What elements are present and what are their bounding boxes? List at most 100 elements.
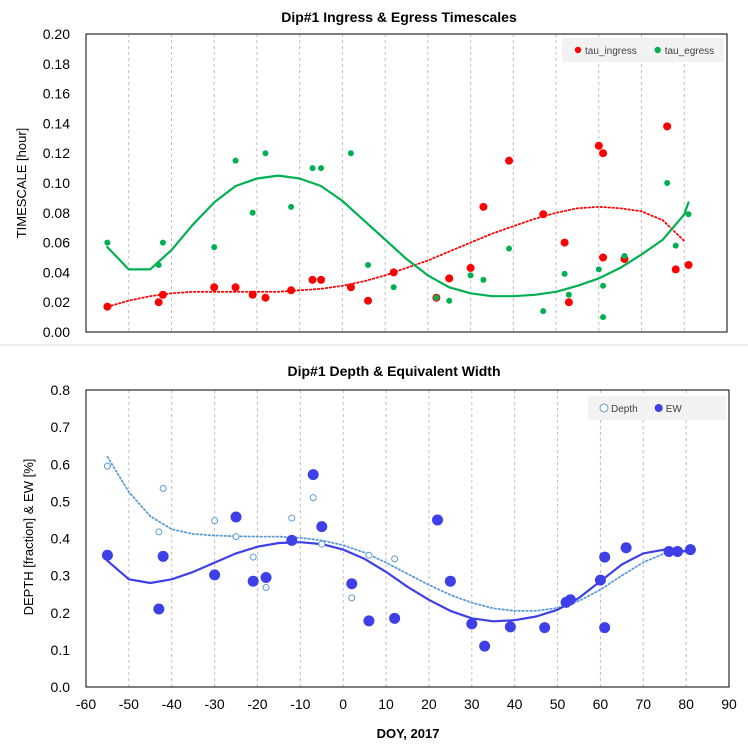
point-EW xyxy=(599,551,611,563)
legend: Depth EW xyxy=(588,396,726,420)
trendline-Depth xyxy=(106,455,687,612)
y-tick-label: 0.12 xyxy=(43,145,70,161)
x-axis-label: DOY, 2017 xyxy=(377,726,440,741)
y-tick-label: 0.04 xyxy=(43,264,70,280)
y-tick-label: 0.18 xyxy=(43,56,70,72)
y-tick-label: 0.5 xyxy=(51,493,71,509)
point-tau_egress xyxy=(565,291,572,298)
point-EW xyxy=(247,575,259,587)
y-tick-label: 0.3 xyxy=(51,568,71,584)
point-tau_ingress xyxy=(599,149,608,158)
point-tau_ingress xyxy=(389,268,398,277)
point-Depth xyxy=(288,514,296,522)
point-tau_ingress xyxy=(308,275,317,284)
legend-marker-tau_egress xyxy=(654,46,661,54)
point-Depth xyxy=(365,551,373,559)
trendline-tau_egress xyxy=(106,174,690,298)
point-EW xyxy=(684,544,696,556)
tick-labels: 0.0 0.1 0.2 0.3 0.4 0.5 0.6 0.7 0.8 -60 -50 -40 -30 -… xyxy=(51,382,737,712)
point-tau_egress xyxy=(318,165,325,172)
y-axis-label: DEPTH [fraction] & EW [%] xyxy=(21,459,36,616)
point-tau_egress xyxy=(211,244,218,251)
y-tick-label: 0.4 xyxy=(51,531,71,547)
y-axis-label: TIMESCALE [hour] xyxy=(14,128,29,239)
point-tau_egress xyxy=(664,180,671,186)
point-Depth xyxy=(159,484,167,492)
point-tau_ingress xyxy=(539,210,548,219)
chart-title: Dip#1 Depth & Equivalent Width xyxy=(288,363,501,379)
y-tick-label: 0.10 xyxy=(43,175,70,191)
point-tau_ingress xyxy=(261,293,270,302)
x-tick-label: -10 xyxy=(290,696,310,712)
point-tau_egress xyxy=(446,297,453,304)
point-tau_ingress xyxy=(103,302,112,311)
point-tau_egress xyxy=(262,150,269,157)
tick-labels: 0.00 0.02 0.04 0.06 0.08 0.10 0.12 0.14 0.16 0.18… xyxy=(43,26,70,340)
point-Depth xyxy=(391,555,399,563)
point-Depth xyxy=(309,494,317,502)
point-EW xyxy=(599,622,611,634)
point-EW xyxy=(307,469,319,481)
point-tau_egress xyxy=(365,261,372,268)
point-tau_ingress xyxy=(684,260,693,269)
point-Depth xyxy=(155,528,163,536)
point-tau_egress xyxy=(600,314,607,321)
point-tau_egress xyxy=(600,282,607,289)
point-tau_egress xyxy=(232,157,239,164)
y-tick-label: 0.08 xyxy=(43,205,70,221)
point-tau_egress xyxy=(540,308,547,315)
y-tick-label: 0.2 xyxy=(51,605,71,621)
point-tau_egress xyxy=(288,203,295,210)
x-tick-label: 90 xyxy=(721,696,737,712)
x-tick-label: 20 xyxy=(421,696,437,712)
point-EW xyxy=(316,521,328,533)
point-tau_egress xyxy=(561,270,568,277)
grid-lines xyxy=(128,34,685,332)
point-tau_egress xyxy=(309,165,316,172)
point-Depth xyxy=(211,517,219,525)
y-tick-label: 0.06 xyxy=(43,235,70,251)
point-Depth xyxy=(318,540,326,548)
x-tick-label: 70 xyxy=(635,696,651,712)
point-EW xyxy=(663,545,675,557)
point-tau_ingress xyxy=(210,283,219,292)
point-tau_ingress xyxy=(663,122,672,131)
point-Depth xyxy=(232,533,240,541)
point-EW xyxy=(286,534,298,546)
y-tick-label: 0.6 xyxy=(51,456,71,472)
point-EW xyxy=(672,545,684,557)
legend-label-Depth: Depth xyxy=(611,404,638,415)
point-EW xyxy=(363,615,375,627)
point-EW xyxy=(432,514,444,526)
legend-marker-Depth xyxy=(599,403,609,413)
point-EW xyxy=(101,549,113,561)
x-tick-label: 30 xyxy=(464,696,480,712)
point-Depth xyxy=(348,594,356,602)
point-tau_ingress xyxy=(560,238,569,247)
grid-lines xyxy=(128,390,687,687)
point-tau_ingress xyxy=(445,274,454,283)
point-tau_egress xyxy=(672,242,679,249)
x-tick-label: -40 xyxy=(162,696,182,712)
point-tau_ingress xyxy=(564,298,573,307)
legend: tau_ingress tau_egress xyxy=(562,38,724,62)
legend-label-tau_ingress: tau_ingress xyxy=(585,46,637,57)
x-tick-label: 80 xyxy=(678,696,694,712)
point-EW xyxy=(209,569,221,581)
point-tau_ingress xyxy=(594,141,603,150)
x-tick-label: 40 xyxy=(507,696,523,712)
point-tau_ingress xyxy=(505,156,514,165)
point-EW xyxy=(260,571,272,583)
y-tick-label: 0.02 xyxy=(43,294,70,310)
y-tick-label: 0.0 xyxy=(51,679,71,695)
point-tau_egress xyxy=(347,150,354,157)
point-EW xyxy=(594,574,606,586)
point-EW xyxy=(539,622,551,634)
point-tau_egress xyxy=(155,261,162,268)
y-tick-label: 0.20 xyxy=(43,26,70,42)
x-tick-label: -60 xyxy=(76,696,96,712)
x-tick-label: 0 xyxy=(339,696,347,712)
point-EW xyxy=(153,603,165,615)
x-tick-label: -20 xyxy=(247,696,267,712)
